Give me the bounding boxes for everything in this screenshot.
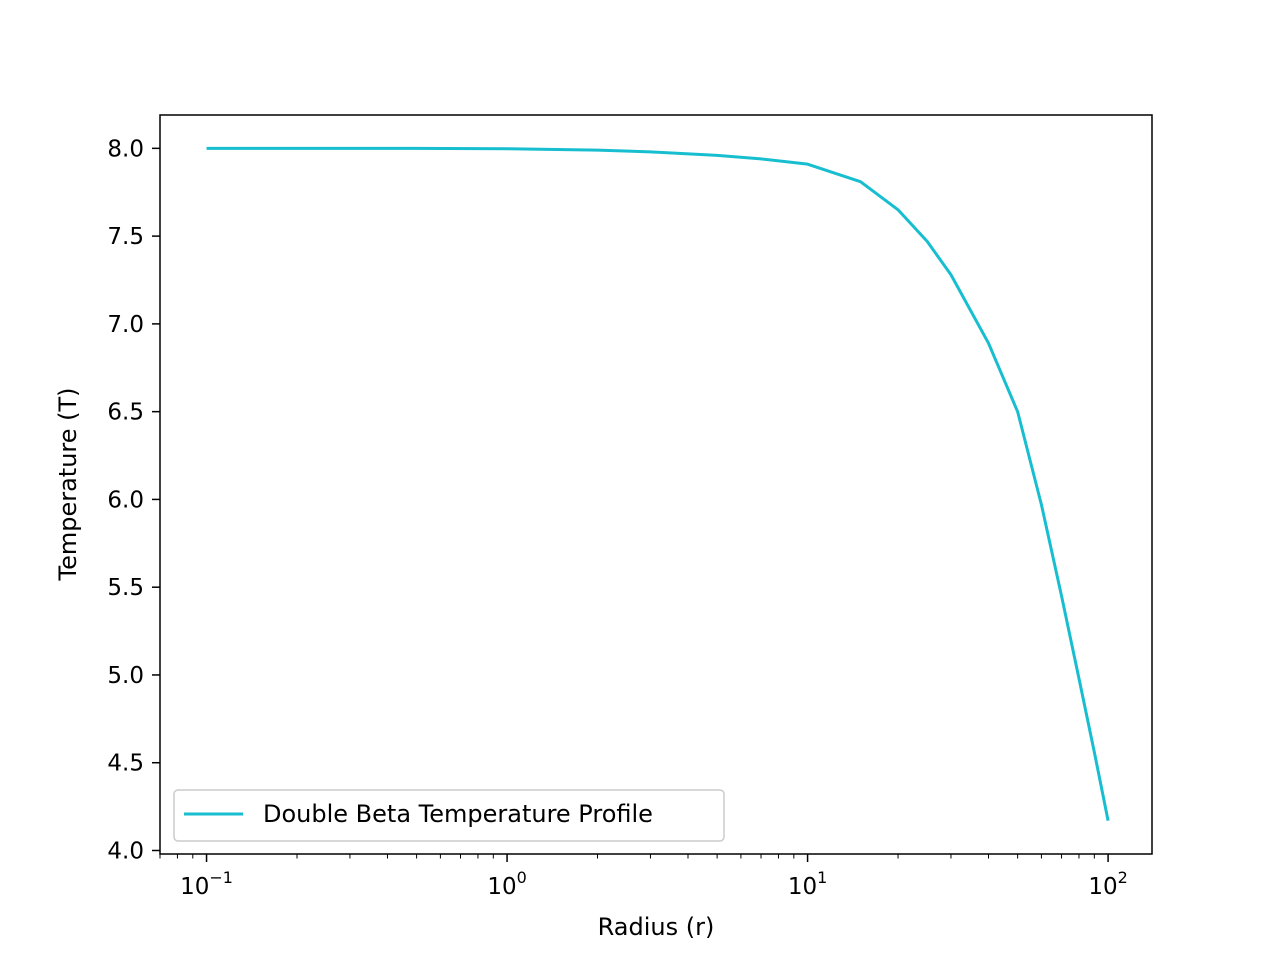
y-tick-label-6: 7.0 (107, 312, 144, 338)
plot-background (160, 115, 1152, 854)
y-tick-label-2: 5.0 (107, 663, 144, 689)
legend-label: Double Beta Temperature Profile (263, 800, 653, 828)
x-tick-label-3: 102 (1088, 868, 1127, 900)
y-tick-label-8: 8.0 (107, 136, 144, 162)
plot-frame (159, 114, 1153, 855)
series-line-0 (206, 146, 1110, 821)
x-tick-label-2: 101 (788, 868, 827, 900)
y-tick-label-7: 7.5 (107, 224, 144, 250)
y-tick-label-4: 6.0 (107, 487, 144, 513)
x-tick-label-0: 10−1 (180, 868, 233, 900)
series-layer (206, 146, 1110, 821)
y-axis-ticks: 4.0 4.5 5.0 5.5 6.0 6.5 7.0 7.5 8.0 (107, 136, 160, 864)
legend: Double Beta Temperature Profile (173, 789, 725, 842)
y-tick-label-5: 6.5 (107, 400, 144, 426)
legend-box (173, 789, 725, 842)
y-tick-label-0: 4.0 (107, 838, 144, 864)
y-axis-label: Temperature (T) (54, 387, 82, 581)
y-tick-label-3: 5.5 (107, 575, 144, 601)
x-axis-ticks: 10−1 100 101 102 (159, 854, 1128, 900)
x-tick-label-1: 100 (487, 868, 526, 900)
x-axis-label: Radius (r) (598, 913, 715, 941)
y-tick-label-1: 4.5 (107, 751, 144, 777)
